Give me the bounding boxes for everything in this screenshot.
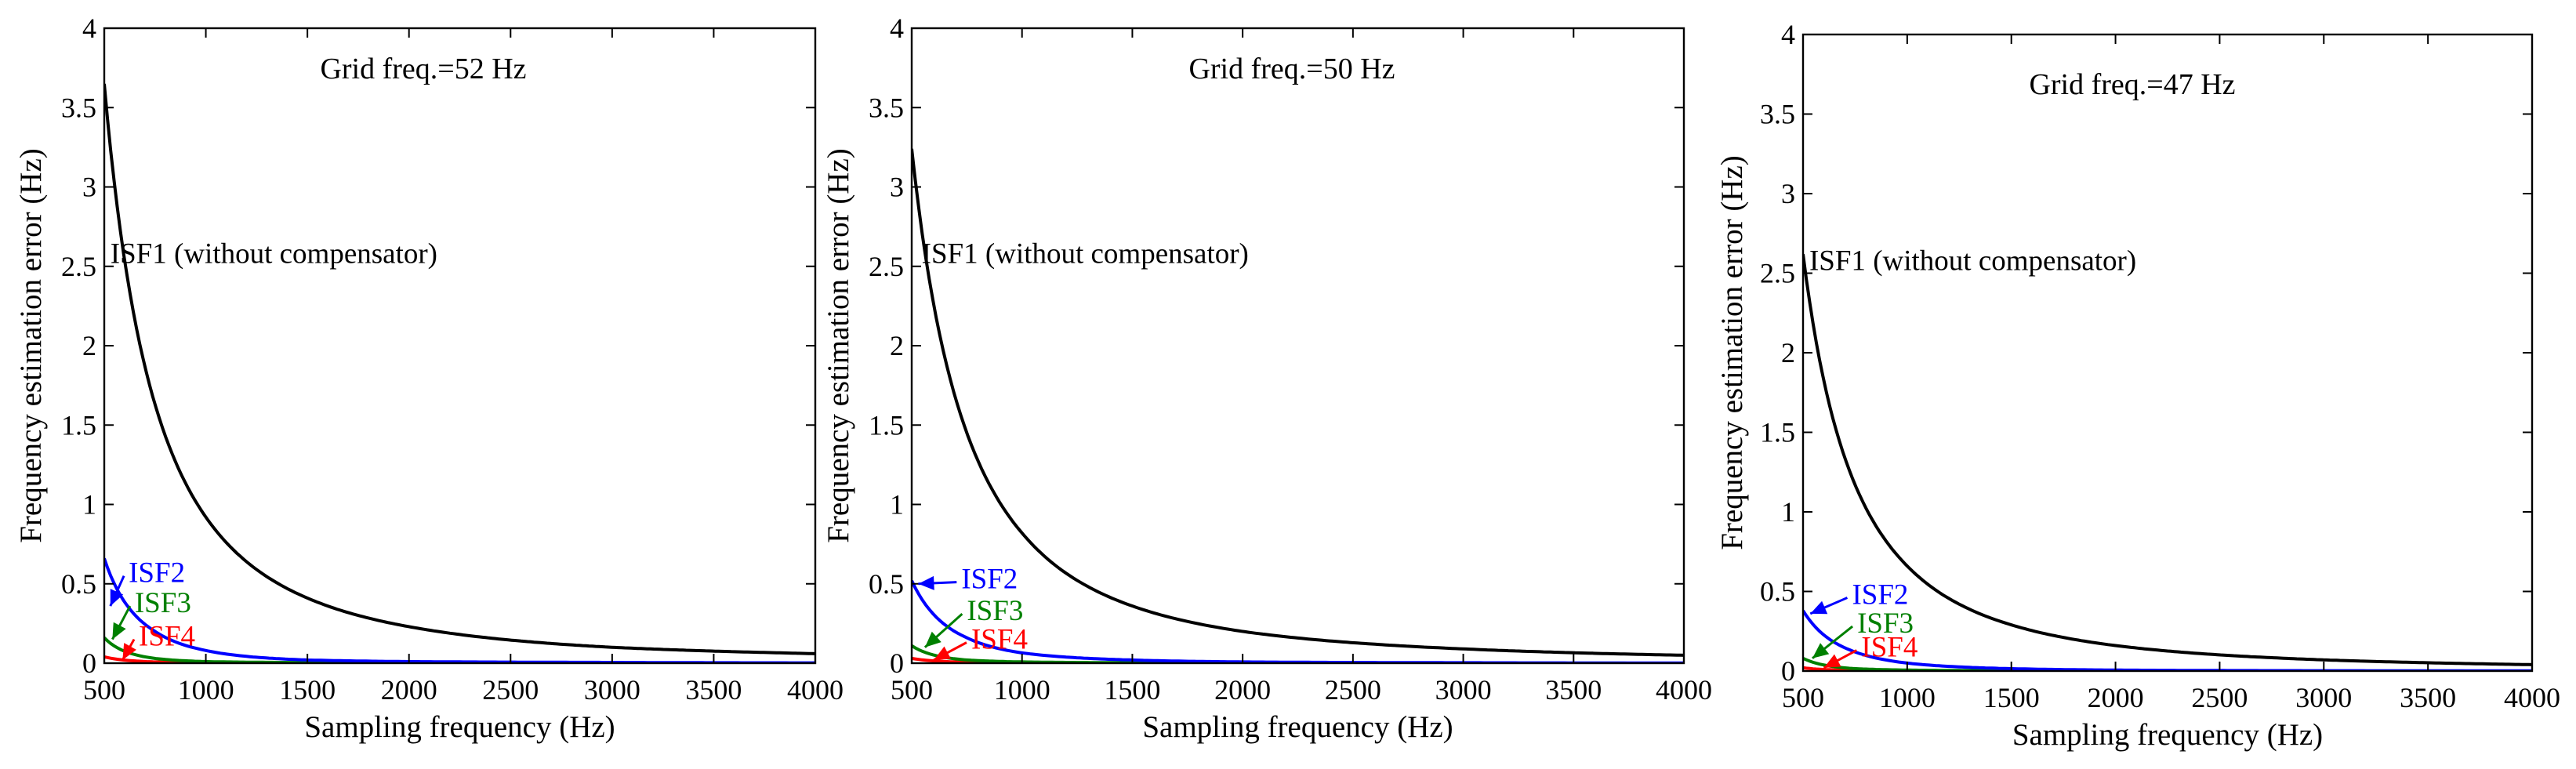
x-tick-label: 1500 [1104, 674, 1160, 706]
axes-box [1801, 33, 2534, 673]
series-line-isf1 [104, 83, 815, 655]
annotation-arrowhead-isf2 [110, 589, 124, 607]
annotation-isf1: ISF1 (without compensator) [111, 238, 437, 270]
x-axis-label: Sampling frequency (Hz) [304, 710, 615, 744]
axes-box [910, 27, 1685, 665]
annotation-isf2: ISF2 [1852, 579, 1908, 611]
y-tick-label: 2.5 [1760, 258, 1795, 289]
x-tick-label: 3500 [2400, 682, 2456, 713]
x-tick-label: 2000 [2088, 682, 2144, 713]
annotation-isf4: ISF4 [971, 624, 1028, 656]
annotation-arrowhead-isf2 [918, 575, 934, 590]
x-tick-label: 3000 [2295, 682, 2352, 713]
chart-panel-2: 500 1000 1500 2000 2500 3000 3500 4000 0 0.5 1 1.5 2… [822, 13, 1712, 744]
x-tick-label: 2500 [482, 674, 539, 706]
x-tick-label: 4000 [787, 674, 844, 706]
chart-title: Grid freq.=47 Hz [2029, 68, 2235, 101]
y-tick-label: 2 [82, 330, 96, 361]
x-tick-label: 1000 [1879, 682, 1936, 713]
annotation-isf4: ISF4 [1861, 632, 1917, 664]
annotation-isf3: ISF3 [967, 595, 1023, 627]
y-tick-label: 2.5 [869, 251, 904, 282]
y-tick-label: 1 [82, 489, 96, 521]
y-tick-label: 3 [82, 172, 96, 203]
annotation-arrowhead-isf4 [1823, 654, 1841, 668]
x-tick-label: 3000 [584, 674, 640, 706]
x-tick-label: 500 [1782, 682, 1824, 713]
x-axis-label: Sampling frequency (Hz) [1142, 710, 1453, 744]
y-tick-label: 2.5 [61, 251, 96, 282]
annotation-arrowhead-isf3 [1812, 643, 1830, 658]
y-tick-label: 3 [890, 172, 904, 203]
annotation-isf2: ISF2 [129, 557, 185, 589]
x-tick-label: 1500 [1983, 682, 2040, 713]
y-tick-label: 1 [890, 489, 904, 521]
y-tick-label: 0.5 [869, 568, 904, 600]
x-tick-label: 1000 [994, 674, 1050, 706]
y-tick-label: 4 [890, 13, 904, 44]
y-tick-label: 4 [1781, 19, 1795, 50]
axes-box [103, 27, 817, 665]
x-tick-label: 4000 [2504, 682, 2560, 713]
y-axis-label: Frequency estimation error (Hz) [1715, 155, 1749, 550]
chart-title: Grid freq.=52 Hz [320, 53, 526, 85]
annotation-isf3: ISF3 [1857, 608, 1914, 640]
y-tick-label: 3.5 [869, 92, 904, 123]
annotation-arrowhead-isf3 [112, 622, 126, 640]
chart-panel-1: 500 1000 1500 2000 2500 3000 3500 4000 0 0.5 1 1.5 2… [14, 13, 844, 744]
annotation-isf1: ISF1 (without compensator) [922, 238, 1249, 270]
x-axis-label: Sampling frequency (Hz) [2012, 718, 2323, 752]
y-tick-label: 3 [1781, 178, 1795, 209]
x-tick-label: 2000 [381, 674, 437, 706]
annotation-isf3: ISF3 [135, 587, 191, 619]
annotation-arrowhead-isf4 [934, 646, 952, 660]
x-tick-label: 2500 [2191, 682, 2248, 713]
annotation-arrowhead-isf4 [122, 643, 136, 660]
y-tick-label: 0 [1781, 655, 1795, 687]
y-tick-label: 4 [82, 13, 96, 44]
y-tick-label: 0.5 [61, 568, 96, 600]
x-tick-label: 3500 [1545, 674, 1602, 706]
y-tick-label: 1.5 [1760, 417, 1795, 448]
y-tick-label: 0 [890, 647, 904, 679]
x-tick-label: 2500 [1325, 674, 1381, 706]
y-tick-label: 0 [82, 647, 96, 679]
y-axis-label: Frequency estimation error (Hz) [14, 148, 48, 543]
x-tick-label: 500 [83, 674, 125, 706]
y-tick-label: 1.5 [869, 409, 904, 441]
annotation-isf2: ISF2 [961, 564, 1018, 596]
x-tick-label: 3500 [685, 674, 742, 706]
series-line-isf1 [1803, 253, 2532, 666]
annotation-isf4: ISF4 [139, 621, 195, 653]
annotation-isf1: ISF1 (without compensator) [1809, 245, 2136, 277]
x-tick-label: 2000 [1214, 674, 1271, 706]
x-tick-label: 1500 [279, 674, 336, 706]
y-tick-label: 1 [1781, 496, 1795, 528]
y-tick-label: 1.5 [61, 409, 96, 441]
annotation-arrowhead-isf2 [1810, 600, 1828, 615]
y-tick-label: 3.5 [1760, 99, 1795, 130]
series-line-isf1 [912, 148, 1684, 657]
annotation-arrowhead-isf3 [924, 631, 942, 647]
x-tick-label: 1000 [178, 674, 234, 706]
x-tick-label: 3000 [1435, 674, 1492, 706]
x-tick-label: 500 [891, 674, 933, 706]
y-tick-label: 2 [890, 330, 904, 361]
y-tick-label: 0.5 [1760, 576, 1795, 608]
y-tick-label: 3.5 [61, 92, 96, 123]
chart-panel-3: 500 1000 1500 2000 2500 3000 3500 4000 0 0.5 1 1.5 2… [1715, 19, 2560, 752]
x-tick-label: 4000 [1656, 674, 1712, 706]
series-line-isf2 [104, 557, 815, 663]
y-tick-label: 2 [1781, 337, 1795, 368]
chart-title: Grid freq.=50 Hz [1188, 53, 1395, 85]
y-axis-label: Frequency estimation error (Hz) [822, 148, 855, 543]
